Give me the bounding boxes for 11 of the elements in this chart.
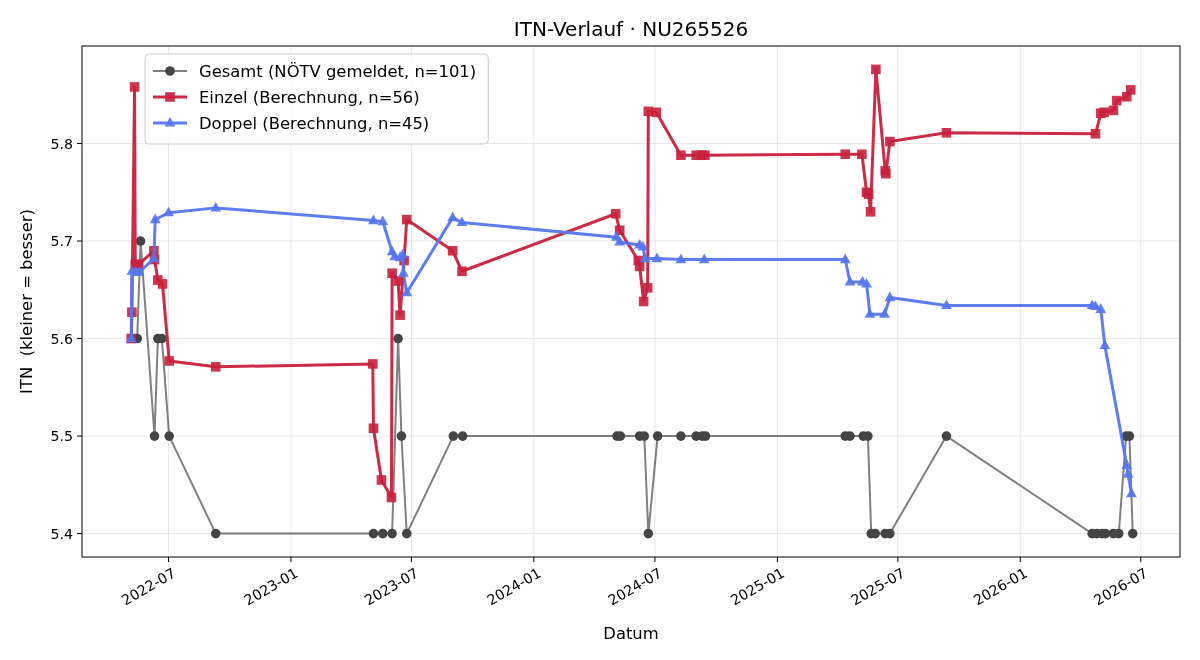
y-tick-label: 5.6 [50,330,73,347]
y-tick-label: 5.4 [50,525,73,542]
x-axis-title: Datum [603,624,659,643]
y-tick-label: 5.7 [50,233,73,250]
legend-label: Gesamt (NÖTV gemeldet, n=101) [199,61,477,81]
chart-title: ITN-Verlauf · NU265526 [513,17,749,41]
legend-label: Einzel (Berechnung, n=56) [199,87,420,107]
y-tick-label: 5.5 [50,428,73,445]
y-tick-label: 5.8 [50,135,73,152]
y-axis-title: ITN (kleiner = besser) [17,209,36,394]
legend-label: Doppel (Berechnung, n=45) [199,113,430,133]
